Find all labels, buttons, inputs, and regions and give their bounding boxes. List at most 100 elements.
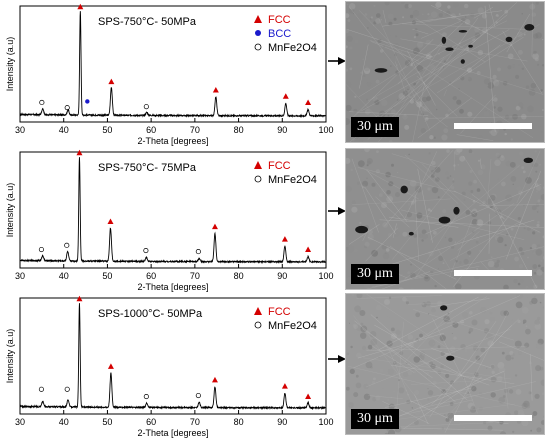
- sem-grain-boundary: [360, 29, 510, 112]
- sem-grain: [459, 155, 466, 162]
- sem-grain: [421, 239, 424, 242]
- sem-grain: [346, 118, 351, 125]
- sem-grain: [509, 350, 514, 355]
- sem-grain: [540, 420, 544, 425]
- sem-grain: [514, 410, 519, 415]
- sem-grain: [537, 126, 542, 130]
- sem-grain: [458, 13, 461, 16]
- fcc-peak-marker: [211, 223, 218, 230]
- sem-grain: [406, 211, 412, 218]
- fcc-peak-marker: [211, 376, 218, 383]
- sem-grain: [427, 15, 434, 23]
- sem-grain: [492, 74, 497, 79]
- sem-grain: [430, 169, 436, 175]
- sem-grain: [524, 342, 530, 348]
- sem-grain: [449, 402, 454, 406]
- sem-grain: [535, 170, 538, 173]
- x-tick-label: 40: [59, 271, 69, 281]
- sem-grain-boundary: [349, 111, 429, 116]
- sem-grain-boundary: [401, 209, 525, 240]
- sem-grain: [443, 315, 450, 323]
- sem-grain: [398, 287, 404, 289]
- sem-grain: [370, 16, 373, 19]
- sem-grain: [475, 236, 480, 241]
- sem-grain: [512, 35, 517, 41]
- sem-grain: [376, 13, 381, 18]
- sem-grain: [386, 219, 387, 221]
- sem-grain: [459, 108, 464, 114]
- sem-grain: [483, 110, 490, 118]
- sem-grain: [453, 2, 459, 8]
- sem-grain: [425, 53, 432, 60]
- sem-grain: [447, 190, 451, 194]
- sem-grain: [437, 345, 441, 349]
- chart-title: SPS-750°C- 75MPa: [98, 162, 197, 174]
- sem-grain: [389, 296, 392, 299]
- sem-grain: [360, 322, 364, 326]
- sem-grain: [493, 106, 496, 109]
- sem-grain: [477, 50, 484, 56]
- sem-grain-boundary: [392, 184, 453, 260]
- sem-grain: [427, 398, 430, 401]
- sem-grain: [535, 2, 539, 5]
- sem-grain: [487, 425, 493, 431]
- sem-grain: [346, 45, 348, 49]
- sem-grain: [378, 110, 386, 118]
- sem-grain: [375, 18, 381, 24]
- sem-grain: [404, 3, 410, 9]
- sem-grain-boundary: [447, 322, 465, 324]
- sem-grain: [371, 249, 378, 257]
- sem-grain: [490, 376, 497, 383]
- sem-grain: [357, 181, 360, 185]
- sem-grain: [518, 190, 523, 196]
- sem-grain: [351, 206, 358, 213]
- sem-grain: [541, 392, 544, 396]
- sem-grain-boundary: [397, 20, 465, 84]
- x-tick-label: 50: [102, 271, 112, 281]
- sem-grain: [526, 226, 531, 231]
- sem-grain-boundary: [365, 187, 397, 235]
- x-tick-label: 30: [15, 417, 25, 427]
- sem-grain: [346, 246, 349, 251]
- sem-grain-boundary: [370, 41, 420, 62]
- sem-grain: [437, 300, 443, 306]
- sem-grain: [537, 63, 540, 66]
- sem-grain: [407, 370, 413, 376]
- sem-grain: [432, 428, 439, 434]
- sem-grain-boundary: [449, 219, 473, 278]
- sem-grain-boundary: [416, 76, 458, 117]
- sem-grain: [452, 96, 457, 101]
- sem-grain: [371, 380, 376, 385]
- sem-grain: [435, 177, 440, 182]
- sem-grain: [442, 32, 447, 37]
- sem-grain: [474, 26, 480, 33]
- sem-grain-boundary: [480, 158, 482, 169]
- sem-grain: [398, 387, 405, 394]
- sem-grain: [517, 49, 523, 55]
- sem-grain-boundary: [506, 13, 531, 53]
- sem-grain: [467, 250, 472, 255]
- sem-grain: [430, 276, 433, 280]
- sem-grain: [511, 319, 514, 322]
- sem-grain: [458, 42, 461, 45]
- sem-grain: [493, 97, 498, 102]
- sem-grain-boundary: [410, 400, 449, 419]
- sem-grain: [514, 374, 518, 377]
- sem-grain-boundary: [403, 310, 454, 363]
- sem-grain: [421, 233, 428, 240]
- sem-grain: [430, 363, 436, 370]
- sem-grain: [381, 99, 388, 107]
- sem-grain: [348, 402, 354, 408]
- scale-label-3: 30 μm: [351, 409, 399, 429]
- sem-grain-boundary: [430, 165, 520, 241]
- sem-grain: [506, 79, 514, 87]
- sem-grain: [360, 325, 368, 333]
- sem-grain: [407, 393, 409, 396]
- sem-grain: [497, 178, 499, 180]
- sem-grain: [418, 276, 422, 280]
- sem-grain: [521, 419, 529, 427]
- sem-grain: [544, 233, 545, 236]
- arrow-right-icon: [328, 57, 346, 65]
- sem-grain-boundary: [368, 395, 403, 399]
- fcc-peak-marker: [282, 93, 289, 99]
